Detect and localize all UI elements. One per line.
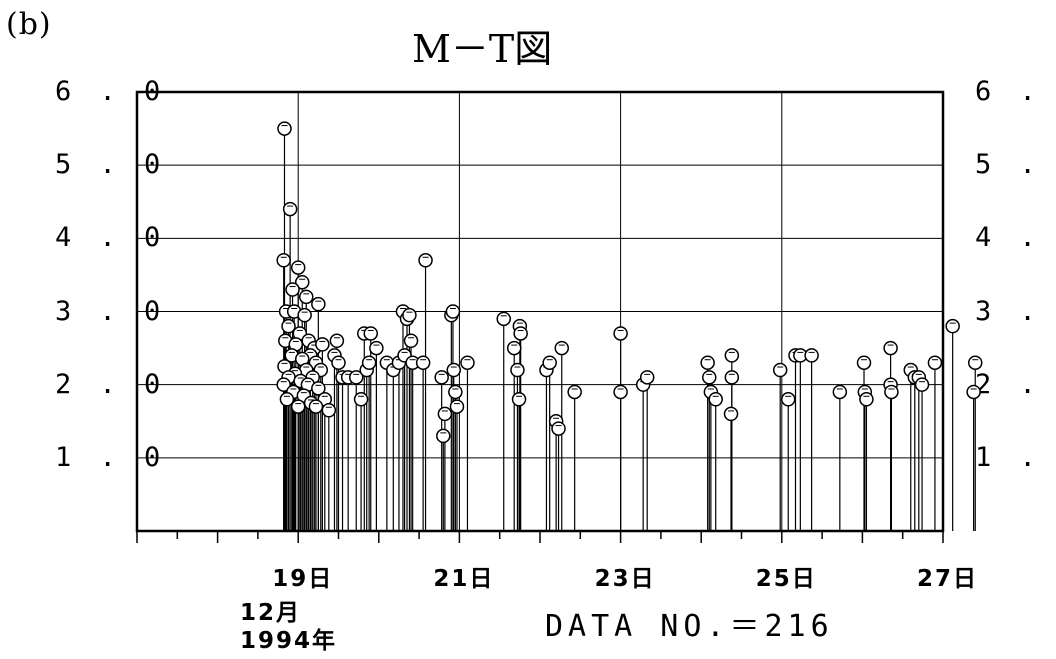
data-point	[403, 333, 419, 349]
data-point	[285, 282, 300, 297]
data-point	[914, 377, 930, 392]
data-point	[510, 362, 525, 378]
data-point	[708, 392, 723, 407]
stem-lines	[283, 128, 976, 531]
x-tick-label: 21日	[433, 566, 495, 592]
y-tick-label: 4 . 0	[55, 222, 167, 254]
data-point	[418, 253, 433, 268]
data-point	[884, 384, 899, 400]
data-point	[329, 333, 345, 349]
data-point	[448, 384, 463, 400]
data-point	[276, 253, 291, 268]
data-point	[724, 348, 740, 363]
data-count-annotation: DATA NO.＝216	[545, 609, 834, 644]
data-point	[353, 392, 369, 407]
chart-title: M－T図	[412, 27, 553, 71]
data-point	[308, 399, 324, 414]
data-point	[460, 355, 475, 370]
data-point	[702, 370, 717, 385]
data-point	[297, 307, 312, 323]
data-point	[772, 362, 788, 378]
data-point	[446, 362, 462, 378]
x-tick-label: 25日	[755, 566, 817, 592]
data-point	[290, 399, 306, 414]
data-point	[967, 355, 983, 370]
x-tick-label: 19日	[272, 566, 334, 592]
data-point	[832, 384, 848, 400]
data-point	[281, 318, 296, 334]
data-point	[434, 370, 449, 385]
data-point	[315, 337, 330, 352]
data-point	[513, 326, 528, 341]
data-point	[363, 326, 378, 341]
data-point	[780, 392, 796, 407]
data-point	[551, 421, 566, 436]
x-tick-marks	[136, 531, 944, 543]
data-point	[402, 307, 417, 323]
data-point	[299, 289, 314, 305]
data-point	[856, 355, 872, 370]
y-tick-label: 1 . 0	[975, 441, 1042, 473]
y-tick-label: 1 . 0	[55, 441, 167, 473]
data-point	[369, 340, 384, 356]
data-point	[436, 428, 451, 444]
data-point	[276, 377, 291, 392]
data-point	[290, 260, 306, 275]
data-point	[639, 370, 655, 385]
y-tick-label: 4 . 0	[975, 222, 1042, 254]
data-point	[282, 201, 298, 217]
data-point	[348, 370, 364, 385]
data-point	[311, 381, 326, 396]
y-tick-label: 2 . 0	[55, 368, 167, 400]
data-point	[700, 355, 715, 370]
data-point	[613, 384, 628, 400]
y-tick-label: 6 . 0	[975, 76, 1042, 107]
data-point	[331, 355, 346, 370]
data-point	[613, 326, 628, 341]
data-point	[859, 392, 874, 407]
data-point	[804, 348, 819, 363]
data-markers	[276, 121, 983, 444]
data-point	[927, 355, 943, 370]
data-point	[511, 392, 527, 407]
data-point	[724, 370, 740, 385]
data-point	[361, 355, 377, 370]
data-point	[277, 121, 292, 136]
data-point	[554, 340, 570, 356]
data-point	[496, 311, 511, 327]
y-tick-label: 6 . 0	[55, 76, 167, 107]
data-point	[966, 384, 981, 400]
y-tick-label: 5 . 0	[55, 149, 167, 181]
data-point	[567, 384, 582, 400]
data-point	[415, 355, 431, 370]
x-tick-label: 27日	[917, 566, 979, 592]
data-point	[449, 399, 465, 414]
x-tick-label: 23日	[594, 566, 656, 592]
x-sublabel-year: 1994年	[240, 628, 338, 654]
data-point	[723, 406, 739, 422]
data-point	[311, 296, 326, 312]
data-point	[945, 318, 960, 334]
y-tick-label: 3 . 0	[975, 295, 1042, 327]
data-point	[542, 355, 557, 370]
panel-label: (b)	[6, 7, 52, 42]
x-sublabel-month: 12月	[240, 600, 302, 626]
data-point	[445, 304, 461, 319]
data-point	[279, 392, 295, 407]
grid-lines	[137, 92, 943, 531]
data-point	[294, 274, 310, 290]
y-tick-label: 5 . 0	[975, 149, 1042, 181]
data-point	[883, 340, 898, 356]
data-point	[321, 403, 337, 418]
data-point	[506, 340, 522, 356]
data-point	[437, 406, 453, 422]
